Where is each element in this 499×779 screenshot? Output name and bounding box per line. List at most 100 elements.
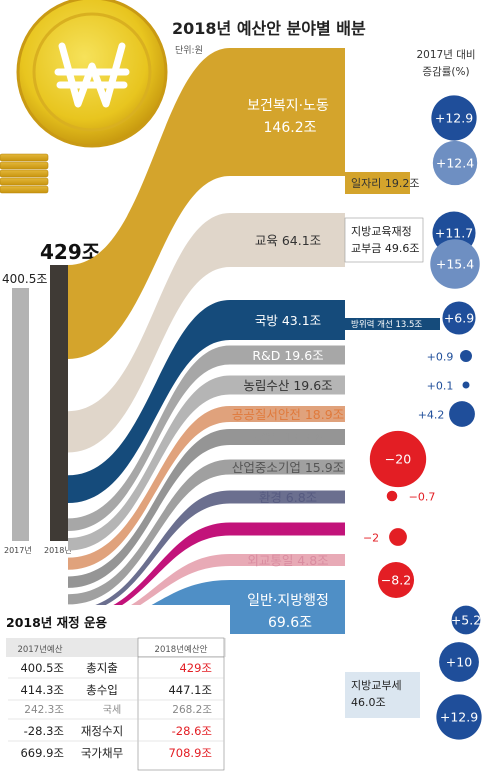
change-marker-공공질서안전: +4.2 [418,401,475,427]
change-value-label: +0.9 [427,351,454,364]
change-value-label: +5.2 [451,613,481,628]
finance-header-2018: 2018년예산안 [155,644,208,655]
flow-농림수산 [68,375,345,551]
finance-cell-label: 총수입 [86,683,118,697]
change-marker-일반-지방행정-sub: +12.9 [436,694,482,740]
change-marker-국방: +6.9 [442,301,476,335]
finance-table-rows: 400.5조 총지출 429조 414.3조 총수입 447.1조 242.3조 국세 268.… [8,661,224,760]
finance-header-2017: 2017년예산 [17,644,62,655]
change-value-label: −2 [363,532,379,545]
change-circle [377,561,415,599]
sub-item-보건복지-노동: 일자리 19.2조 [345,172,419,194]
sector-label-산업중소기업: 산업중소기업 15.9조 [232,460,344,475]
sub-item-box [345,318,440,330]
coin-rim [32,12,152,132]
change-marker-SOC: −20 [369,430,427,488]
chart-title: 2018년 예산안 분야별 배분 [172,19,366,38]
change-circle [449,401,475,427]
finance-table-2018-col-box [137,656,225,771]
finance-cell-2017: 669.9조 [20,746,64,760]
label-year-2017: 2017년 [4,545,32,555]
finance-cell-label: 국가채무 [81,746,123,760]
finance-cell-2017: 400.5조 [20,661,64,675]
sub-item-label: 방위력 개선 13.5조 [351,319,422,330]
change-marker-보건복지-노동-sub: +12.4 [432,140,478,186]
sub-item-box [344,217,424,263]
finance-table-row: 242.3조 국세 268.2조 [8,704,224,720]
sub-item-label-line: 지방교부세 [351,679,402,692]
sector-label-보건복지-노동: 보건복지·노동 [247,98,329,114]
change-circle [386,490,398,502]
change-circle [460,350,472,362]
flow-환경 [68,490,345,615]
sector-label-SOC: SOC 17.7조 [253,430,323,445]
change-marker-R-D: +0.9 [427,350,472,364]
finance-cell-2018: 708.9조 [168,746,212,760]
change-circle [439,642,479,682]
change-marker-일반-지방행정: +10 [439,642,479,682]
sub-item-label-line: 지방교육재정 [351,225,412,238]
change-value-label: +12.9 [440,710,478,725]
sub-item-국방: 방위력 개선 13.5조 [345,318,440,330]
finance-cell-2017: -28.3조 [24,724,64,738]
sector-value-보건복지-노동: 146.2조 [264,120,317,136]
label-year-2018: 2018년 [44,545,72,555]
sub-item-일반-지방행정: 지방교부세 46.0조 [345,672,420,718]
change-value-label: +12.9 [435,111,473,126]
finance-cell-2017: 414.3조 [20,683,64,697]
change-value-label: −8.2 [381,573,411,588]
change-value-label: +10 [446,655,472,670]
change-marker-보건복지-노동: +12.9 [431,95,477,141]
change-value-label: +12.4 [436,156,474,171]
flow-교육 [68,213,345,453]
finance-table-row: 669.9조 국가채무 708.9조 [20,746,212,760]
flow-국방 [68,300,345,504]
change-value-label: +0.1 [427,380,454,393]
change-value-label: −20 [385,452,411,467]
flow-R-D [68,345,345,532]
change-header-line1: 2017년 대비 [416,49,475,61]
change-circle [430,239,480,289]
flow-공공질서안전 [68,406,345,570]
finance-table: 2018년 재정 운용 2017년예산 2018년예산안 400.5조 총지출 42… [0,605,230,775]
finance-table-row: -28.3조 재정수지 -28.6조 [8,724,224,742]
flow-보건복지-노동 [68,48,345,360]
change-value-label: −0.7 [409,491,436,504]
sub-item-box [345,672,420,718]
change-value-label: +15.4 [436,257,474,272]
finance-cell-label: 국세 [103,704,121,716]
change-value-label: +11.7 [435,226,473,241]
change-circle [389,528,407,546]
finance-cell-2018: 429조 [179,661,212,675]
sub-item-label-line: 교부금 49.6조 [351,242,419,255]
sub-item-label-line: 46.0조 [351,696,386,709]
bar-2017-total [12,288,29,541]
change-marker-환경: −2 [363,528,407,546]
finance-table-row: 400.5조 총지출 429조 [8,661,224,679]
change-value-label: +6.9 [444,311,474,326]
label-2017-total: 400.5조 [2,272,47,286]
finance-cell-label: 총지출 [86,661,118,675]
change-marker-산업중소기업: −0.7 [386,490,436,504]
flow-산업중소기업 [68,459,345,605]
change-circle [431,95,477,141]
sector-label-환경: 환경 6.8조 [259,490,317,505]
sector-label-농림수산: 농림수산 19.6조 [243,378,332,393]
change-value-label: +4.2 [418,409,445,422]
bar-2018-total [50,265,68,541]
flow-SOC [68,429,345,588]
change-header-line2: 증감률(%) [422,66,469,78]
sub-item-label: 일자리 19.2조 [351,176,419,190]
change-circle [462,381,470,389]
won-sign-icon [54,42,130,108]
flow-문화체육 [68,522,345,621]
sector-label-교육: 교육 64.1조 [255,233,321,248]
change-marker-문화체육: −8.2 [377,561,415,599]
sector-label-문화체육: 문화체육 6.3조 [247,522,328,537]
sector-label-공공질서안전: 공공질서안전 18.9조 [232,407,344,422]
sector-label-R-D: R&D 19.6조 [252,348,323,363]
